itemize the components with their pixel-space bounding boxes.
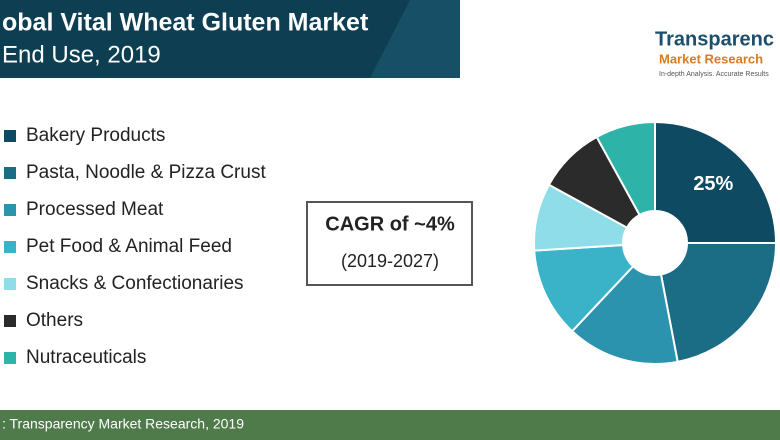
cagr-text: CAGR of ~4%: [325, 213, 455, 235]
chart-title: obal Vital Wheat Gluten Market: [2, 9, 369, 37]
legend-swatch: [4, 204, 16, 216]
legend-swatch: [4, 315, 16, 327]
source: : Transparency Market Research, 2019: [2, 416, 244, 432]
logo-tagline: In-depth Analysis. Accurate Results: [659, 71, 769, 78]
legend-label: Others: [26, 310, 83, 331]
logo-name: Transparenc: [655, 28, 774, 50]
donut-slice: [659, 242, 778, 364]
legend-label: Pet Food & Animal Feed: [26, 236, 232, 257]
cagr-box: [306, 201, 473, 286]
logo-line: Market Research: [659, 51, 763, 66]
legend-swatch: [4, 352, 16, 364]
banner-accent: [370, 0, 460, 78]
legend-label: Pasta, Noodle & Pizza Crust: [26, 162, 266, 183]
legend-swatch: [4, 130, 16, 142]
title-banner: [0, 0, 460, 78]
legend-swatch: [4, 278, 16, 290]
cagr-period: (2019-2027): [341, 251, 439, 271]
legend-label: Bakery Products: [26, 125, 165, 146]
legend-label: Nutraceuticals: [26, 347, 146, 368]
donut-slice: [595, 120, 656, 217]
donut-slice: [654, 120, 778, 244]
legend-swatch: [4, 167, 16, 179]
legend-swatch: [4, 241, 16, 253]
footer-bar: [0, 410, 780, 440]
chart-subtitle: End Use, 2019: [2, 41, 161, 68]
data-label: 25%: [693, 173, 733, 195]
donut-slice: [570, 264, 679, 365]
legend-label: Snacks & Confectionaries: [26, 273, 244, 294]
legend-label: Processed Meat: [26, 199, 164, 220]
